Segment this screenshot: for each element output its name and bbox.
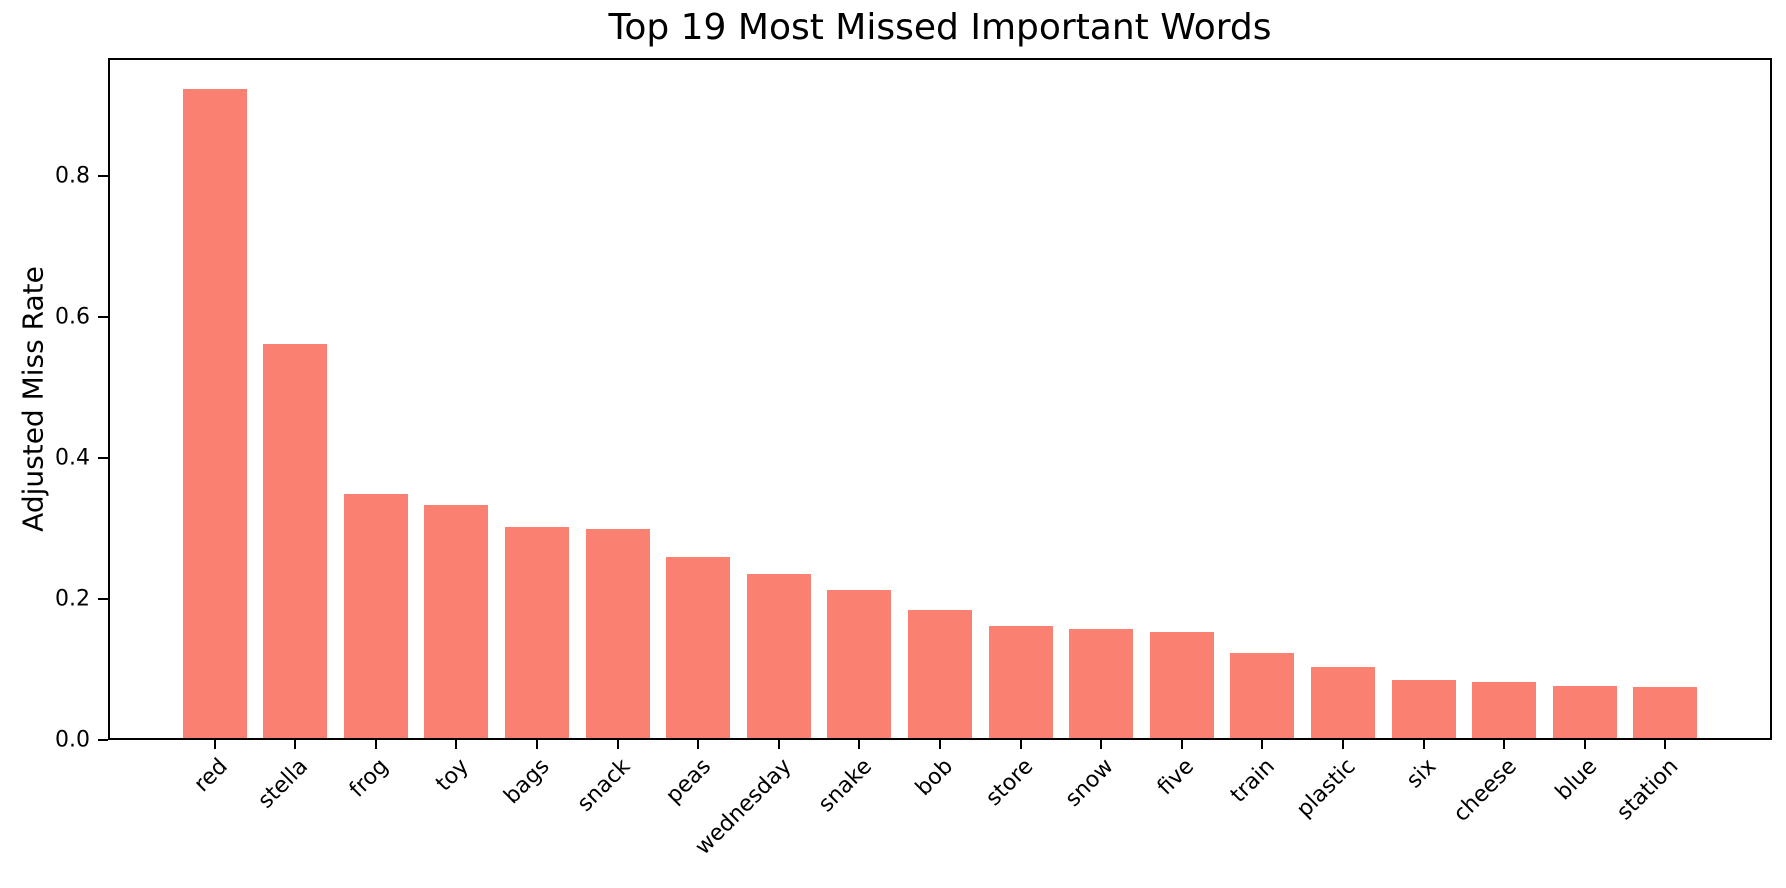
x-tick-mark bbox=[1503, 740, 1506, 749]
x-tick-label: toy bbox=[431, 754, 475, 797]
x-tick-mark bbox=[1100, 740, 1103, 749]
y-tick-mark bbox=[98, 597, 108, 600]
x-tick-label: red bbox=[189, 754, 233, 798]
x-tick-label: peas bbox=[661, 754, 716, 809]
bar-snack bbox=[585, 529, 650, 738]
x-tick-label: blue bbox=[1551, 754, 1603, 806]
x-tick-label: bob bbox=[910, 754, 958, 801]
x-tick-mark bbox=[1180, 740, 1183, 749]
bar-wednesday bbox=[746, 573, 811, 738]
x-tick-label: six bbox=[1401, 754, 1442, 794]
y-tick-label: 0.6 bbox=[55, 304, 90, 330]
x-tick-mark bbox=[1583, 740, 1586, 749]
x-tick-label: plastic bbox=[1292, 754, 1361, 823]
y-tick-mark bbox=[98, 315, 108, 318]
y-tick-mark bbox=[98, 174, 108, 177]
x-tick-mark bbox=[1422, 740, 1425, 749]
y-tick-label: 0.8 bbox=[55, 163, 90, 189]
bar-store bbox=[988, 625, 1053, 738]
bar-blue bbox=[1552, 685, 1617, 738]
bar-five bbox=[1149, 632, 1214, 738]
bar-six bbox=[1391, 680, 1456, 738]
x-tick-mark bbox=[939, 740, 941, 749]
x-tick-mark bbox=[858, 740, 861, 749]
x-tick-mark bbox=[1664, 740, 1667, 749]
x-tick-mark bbox=[294, 740, 297, 749]
bar-station bbox=[1633, 687, 1698, 738]
x-tick-label: frog bbox=[344, 754, 394, 803]
bar-snake bbox=[827, 589, 892, 738]
bar-toy bbox=[424, 505, 489, 738]
x-tick-label: snake bbox=[813, 754, 878, 818]
x-tick-mark bbox=[777, 740, 780, 749]
x-tick-mark bbox=[697, 740, 700, 749]
bar-cheese bbox=[1472, 682, 1537, 738]
y-tick-mark bbox=[98, 456, 108, 459]
x-tick-mark bbox=[1341, 740, 1344, 749]
x-tick-label: stella bbox=[253, 754, 313, 814]
bar-red bbox=[182, 89, 247, 738]
y-tick-mark bbox=[98, 739, 108, 741]
x-tick-label: store bbox=[981, 754, 1039, 812]
y-axis-label: Adjusted Miss Rate bbox=[16, 266, 50, 532]
bar-peas bbox=[666, 556, 731, 738]
x-tick-label: snow bbox=[1060, 754, 1119, 812]
y-tick-label: 0.2 bbox=[55, 586, 90, 612]
bar-plastic bbox=[1310, 667, 1375, 738]
bar-snow bbox=[1069, 628, 1134, 738]
x-tick-mark bbox=[455, 740, 458, 749]
chart-title: Top 19 Most Missed Important Words bbox=[608, 7, 1272, 48]
y-tick-label: 0.0 bbox=[55, 727, 90, 753]
x-tick-label: train bbox=[1226, 754, 1281, 808]
bar-stella bbox=[263, 343, 328, 738]
x-tick-mark bbox=[536, 740, 539, 749]
x-tick-label: snack bbox=[572, 754, 636, 817]
x-tick-label: station bbox=[1611, 754, 1683, 826]
x-tick-mark bbox=[1261, 740, 1264, 749]
bar-train bbox=[1230, 653, 1295, 738]
x-tick-label: five bbox=[1153, 754, 1200, 801]
bar-frog bbox=[343, 493, 408, 738]
bar-bags bbox=[505, 527, 570, 738]
x-tick-mark bbox=[374, 740, 377, 749]
bar-bob bbox=[908, 610, 972, 738]
x-tick-label: cheese bbox=[1448, 754, 1522, 827]
y-tick-label: 0.4 bbox=[55, 445, 90, 471]
x-tick-mark bbox=[616, 740, 619, 749]
x-tick-mark bbox=[1019, 740, 1022, 749]
x-tick-mark bbox=[213, 740, 216, 749]
x-tick-label: bags bbox=[499, 754, 555, 810]
